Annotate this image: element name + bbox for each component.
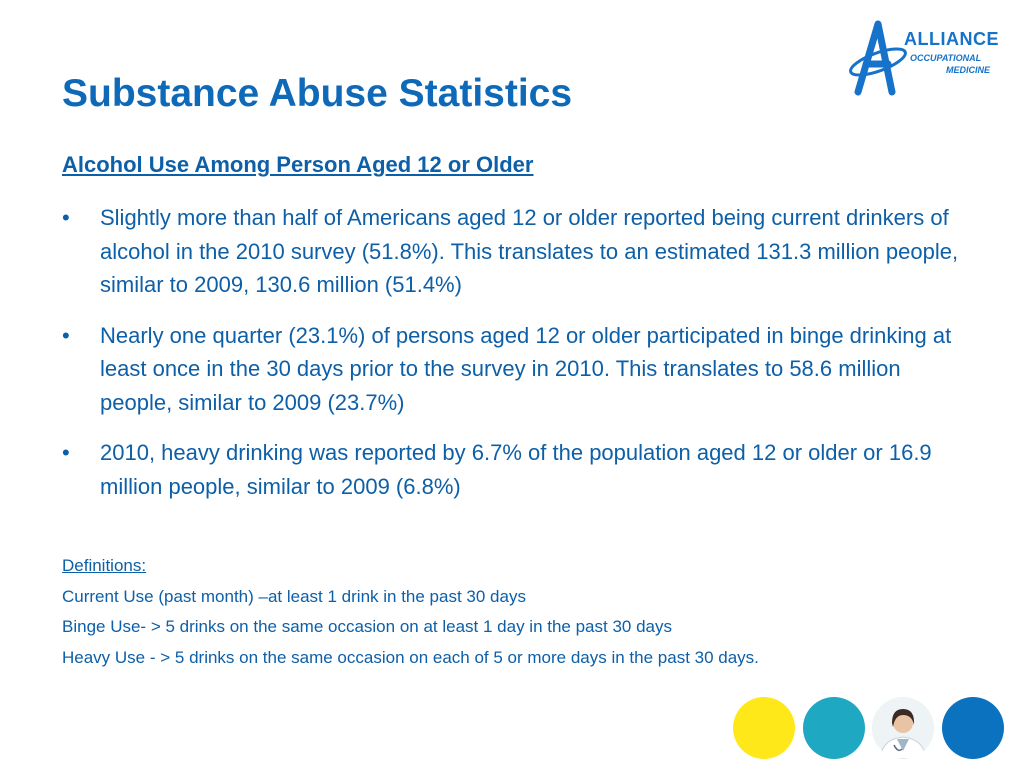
alliance-logo-icon (849, 20, 907, 96)
logo-wordmark: ALLIANCE (904, 29, 999, 49)
yellow-circle-icon (733, 697, 795, 759)
blue-circle-icon (942, 697, 1004, 759)
bullet-text: 2010, heavy drinking was reported by 6.7… (100, 440, 932, 499)
definitions: Definitions: Current Use (past month) –a… (62, 551, 962, 673)
definition-binge-use: Binge Use- > 5 drinks on the same occasi… (62, 617, 672, 636)
bullet-item: • Nearly one quarter (23.1%) of persons … (62, 319, 972, 420)
bullet-text: Slightly more than half of Americans age… (100, 205, 959, 297)
definitions-heading: Definitions: (62, 556, 147, 575)
bullet-marker: • (62, 205, 70, 230)
bullet-item: • 2010, heavy drinking was reported by 6… (62, 436, 972, 503)
slide-title: Substance Abuse Statistics (62, 72, 573, 115)
slide-subtitle: Alcohol Use Among Person Aged 12 or Olde… (62, 152, 534, 177)
logo-tagline-2: MEDICINE (946, 65, 991, 75)
definition-heavy-use: Heavy Use - > 5 drinks on the same occas… (62, 647, 759, 667)
bullet-marker: • (62, 322, 70, 348)
bullet-marker: • (62, 440, 70, 465)
logo-tagline-1: OCCUPATIONAL (910, 53, 982, 63)
definition-current-use: Current Use (past month) –at least 1 dri… (62, 586, 526, 606)
bullet-list: • Slightly more than half of Americans a… (62, 201, 972, 520)
doctor-photo-icon (872, 697, 934, 759)
bullet-item: • Slightly more than half of Americans a… (62, 201, 972, 302)
teal-circle-icon (803, 697, 865, 759)
alliance-logo: ALLIANCE OCCUPATIONAL MEDICINE (848, 18, 1004, 98)
bullet-text: Nearly one quarter (23.1%) of persons ag… (100, 322, 952, 415)
